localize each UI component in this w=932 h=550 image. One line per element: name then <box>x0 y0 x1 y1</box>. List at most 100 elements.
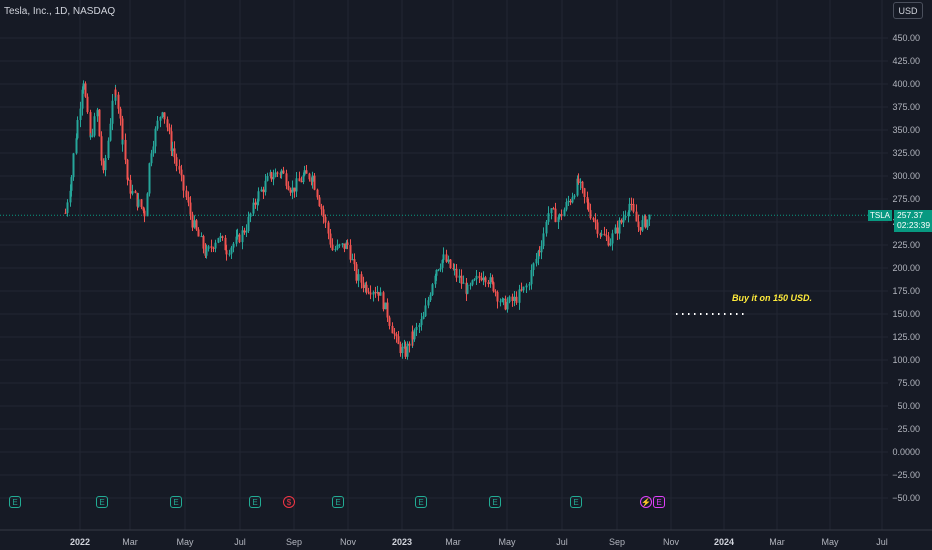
candle-body <box>437 269 440 271</box>
candle-body <box>484 277 487 283</box>
candle-body <box>300 181 303 183</box>
candle-body <box>93 116 96 136</box>
candle-body <box>586 196 589 203</box>
earnings-event-icon[interactable]: E <box>332 496 344 508</box>
candle-body <box>449 259 452 269</box>
candle-body <box>351 259 354 261</box>
candle-body <box>404 346 407 357</box>
y-tick-label: 450.00 <box>892 33 920 43</box>
candle-body <box>247 216 250 231</box>
candle-body <box>550 208 553 214</box>
candle-body <box>228 253 231 255</box>
candle-body <box>515 296 518 303</box>
candle-body <box>616 227 619 234</box>
candle-body <box>511 296 514 301</box>
candle-body <box>197 229 200 237</box>
dividend-event-icon[interactable]: $ <box>283 496 295 508</box>
y-tick-label: 25.00 <box>897 424 920 434</box>
candle-body <box>589 210 592 219</box>
earnings-event-icon[interactable]: E <box>96 496 108 508</box>
y-tick-label: 425.00 <box>892 56 920 66</box>
y-tick-label: 100.00 <box>892 355 920 365</box>
y-tick-label: 0.0000 <box>892 447 920 457</box>
candle-body <box>178 166 181 170</box>
candle-body <box>542 233 545 247</box>
candle-body <box>282 170 285 174</box>
x-tick-label: May <box>176 537 194 547</box>
candle-body <box>182 175 185 191</box>
candle-body <box>547 213 550 219</box>
candle-body <box>491 277 494 283</box>
candle-body <box>537 251 540 259</box>
candle-body <box>401 347 404 354</box>
candle-body <box>86 96 89 113</box>
candle-body <box>96 110 99 117</box>
candle-body <box>235 236 238 244</box>
candle-body <box>618 220 621 234</box>
candle-body <box>107 140 110 159</box>
candle-body <box>518 289 521 303</box>
candle-body <box>538 251 541 253</box>
candle-body <box>411 331 414 340</box>
candle-body <box>377 292 380 296</box>
candle-body <box>148 163 151 194</box>
candle-body <box>646 219 649 228</box>
candle-body <box>272 176 275 180</box>
candle-body <box>587 202 590 211</box>
candle-body <box>395 334 398 337</box>
candle-body <box>492 282 495 292</box>
currency-button[interactable]: USD <box>893 2 923 19</box>
y-tick-label: 300.00 <box>892 171 920 181</box>
candle-body <box>431 284 434 295</box>
candle-body <box>81 89 84 109</box>
candle-body <box>567 200 570 202</box>
candle-body <box>189 202 192 215</box>
earnings-event-icon[interactable]: E <box>489 496 501 508</box>
candle-body <box>609 243 612 246</box>
candle-body <box>89 112 92 138</box>
candle-body <box>163 112 166 120</box>
annotation-note[interactable]: Buy it on 150 USD. <box>732 293 813 303</box>
earnings-event-icon[interactable]: E <box>570 496 582 508</box>
candle-body <box>641 220 644 231</box>
chart-title: Tesla, Inc., 1D, NASDAQ <box>4 6 116 17</box>
y-tick-label: 400.00 <box>892 79 920 89</box>
earnings-event-icon[interactable]: E <box>249 496 261 508</box>
candle-body <box>552 208 555 210</box>
candle-body <box>360 274 363 283</box>
candle-body <box>320 206 323 210</box>
candle-body <box>225 250 228 255</box>
candle-body <box>628 203 631 213</box>
candle-body <box>603 233 606 236</box>
candle-body <box>187 197 190 203</box>
candle-body <box>72 153 75 178</box>
candle-body <box>565 201 568 210</box>
y-tick-label: 200.00 <box>892 263 920 273</box>
candle-body <box>316 189 319 198</box>
candle-body <box>577 178 580 183</box>
candle-body <box>442 254 445 260</box>
candle-body <box>146 193 149 217</box>
candle-body <box>289 189 292 193</box>
earnings-event-icon[interactable]: E <box>170 496 182 508</box>
candle-body <box>98 109 101 137</box>
x-tick-label: 2023 <box>391 537 413 547</box>
earnings-event-icon[interactable]: E <box>415 496 427 508</box>
candle-body <box>596 222 599 234</box>
candle-body <box>131 191 134 194</box>
candle-body <box>496 292 499 302</box>
candle-body <box>480 278 483 281</box>
earnings-event-icon[interactable]: E <box>653 496 665 508</box>
candle-body <box>494 291 497 293</box>
candle-body <box>257 191 260 202</box>
earnings-event-icon[interactable]: E <box>9 496 21 508</box>
candle-body <box>466 284 469 294</box>
candle-body <box>104 158 107 171</box>
price-label: 257.37 02:23:39 <box>894 210 932 232</box>
candle-body <box>520 289 523 291</box>
candle-body <box>70 177 73 191</box>
candle-body <box>219 236 222 238</box>
candle-body <box>473 279 476 281</box>
split-event-icon[interactable]: ⚡ <box>640 496 652 508</box>
